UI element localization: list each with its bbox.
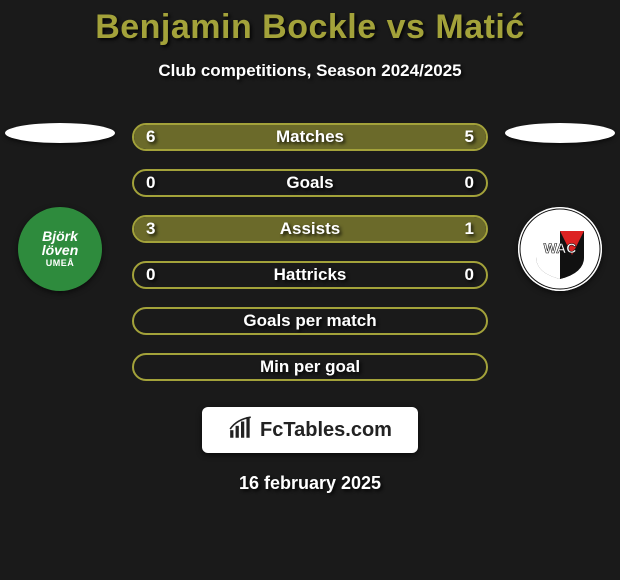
club-badge-left: Björk löven UMEÅ	[18, 207, 102, 291]
stat-label: Hattricks	[274, 265, 347, 285]
left-player-column: Björk löven UMEÅ	[0, 123, 120, 291]
badge-right-text: WAC	[544, 240, 577, 256]
club-badge-right: WAC	[518, 207, 602, 291]
stat-value-right: 1	[465, 219, 474, 239]
player-silhouette-left	[5, 123, 115, 143]
stat-row: 6 5 Matches	[132, 123, 488, 151]
stat-label: Goals	[286, 173, 333, 193]
stat-value-right: 5	[465, 127, 474, 147]
stat-row: Min per goal	[132, 353, 488, 381]
badge-left-line2: löven	[42, 243, 79, 257]
date-label: 16 february 2025	[0, 473, 620, 494]
stat-label: Min per goal	[260, 357, 360, 377]
page-title: Benjamin Bockle vs Matić	[0, 0, 620, 47]
stat-label: Assists	[280, 219, 340, 239]
stat-row: 0 0 Hattricks	[132, 261, 488, 289]
branding-chart-icon	[228, 415, 254, 446]
stat-value-right: 0	[465, 173, 474, 193]
badge-left-line1: Björk	[42, 229, 79, 243]
club-badge-left-label: Björk löven UMEÅ	[38, 225, 83, 273]
bar-fill-left	[134, 217, 398, 241]
stat-value-left: 6	[146, 127, 155, 147]
stat-value-right: 0	[465, 265, 474, 285]
player-silhouette-right	[505, 123, 615, 143]
bar-fill-right	[328, 125, 486, 149]
stat-value-left: 0	[146, 173, 155, 193]
stat-row: Goals per match	[132, 307, 488, 335]
stat-row: 0 0 Goals	[132, 169, 488, 197]
branding-text: FcTables.com	[260, 419, 392, 442]
right-player-column: WAC	[500, 123, 620, 291]
stat-row: 3 1 Assists	[132, 215, 488, 243]
stat-value-left: 0	[146, 265, 155, 285]
stat-label: Goals per match	[243, 311, 376, 331]
branding-badge: FcTables.com	[202, 407, 418, 453]
stat-value-left: 3	[146, 219, 155, 239]
stat-bars: 6 5 Matches 0 0 Goals 3 1 Assists 0 0 Hattricks Goal…	[120, 123, 500, 399]
badge-left-line3: UMEÅ	[42, 259, 79, 269]
club-badge-right-svg: WAC	[518, 207, 602, 291]
stat-label: Matches	[276, 127, 344, 147]
subtitle: Club competitions, Season 2024/2025	[0, 61, 620, 81]
comparison-layout: Björk löven UMEÅ 6 5 Matches 0 0 Goals 3 1 Assis…	[0, 123, 620, 399]
